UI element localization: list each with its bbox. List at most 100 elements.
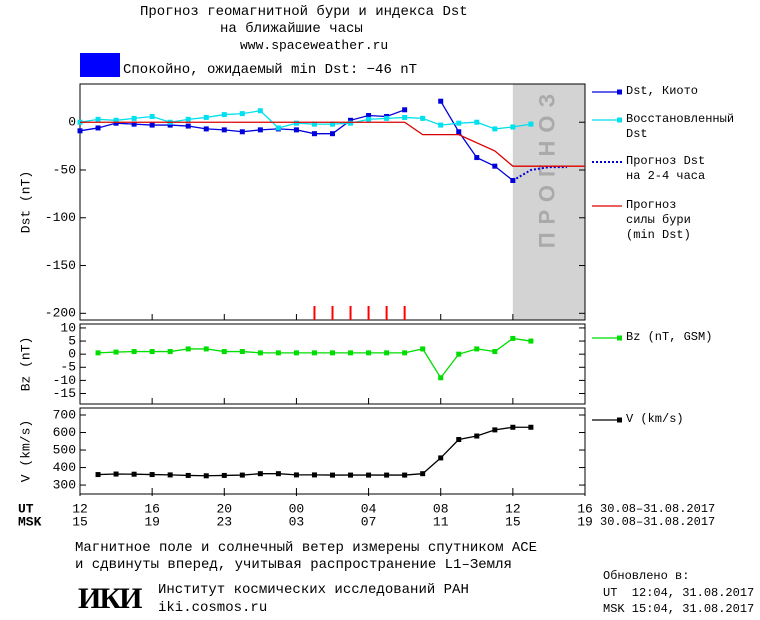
- point: [311, 121, 317, 127]
- point: [330, 472, 335, 478]
- x-tick-label-msk: 15: [505, 514, 521, 529]
- forecast-region: [512, 84, 585, 320]
- series-line: [98, 426, 531, 477]
- point: [311, 131, 317, 137]
- point: [311, 472, 317, 478]
- point: [438, 98, 444, 104]
- point: [510, 124, 516, 130]
- y-tick-label: -10: [53, 373, 76, 388]
- point: [402, 107, 408, 113]
- y-tick-label: 0: [68, 347, 76, 362]
- x-tick-label: 00: [289, 501, 305, 516]
- legend-entry: V (km/s): [626, 412, 684, 426]
- point: [113, 120, 119, 126]
- point: [239, 129, 245, 135]
- x-tick-label: 16: [144, 501, 160, 516]
- point: [438, 375, 444, 381]
- point: [221, 112, 227, 118]
- point: [474, 346, 480, 352]
- point: [131, 115, 137, 121]
- point: [420, 346, 426, 352]
- logo: ИКИ: [78, 582, 142, 615]
- point: [239, 111, 245, 117]
- point: [366, 472, 372, 478]
- y-axis-label: V (km/s): [18, 420, 33, 482]
- x-tick-label-msk: 03: [289, 514, 305, 529]
- point: [348, 350, 354, 356]
- legend-entry: Dst, Киото: [626, 84, 699, 98]
- x-tick-label-msk: 23: [216, 514, 232, 529]
- point: [492, 349, 498, 355]
- point: [456, 437, 462, 443]
- point: [474, 433, 480, 439]
- y-tick-label: 5: [68, 333, 76, 348]
- x-tick-label: 12: [505, 501, 521, 516]
- point: [330, 121, 335, 127]
- y-axis-label: Bz (nT): [18, 337, 33, 392]
- x-tick-label-msk: 07: [361, 514, 377, 529]
- point: [131, 349, 137, 355]
- y-tick-label: 0: [68, 115, 76, 130]
- point: [492, 126, 498, 132]
- point: [402, 472, 408, 478]
- series-line: [512, 166, 567, 182]
- y-tick-label: 400: [53, 460, 76, 475]
- point: [257, 471, 263, 477]
- legend-entry: Bz (nT, GSM): [626, 330, 713, 344]
- point: [167, 472, 173, 478]
- y-tick-label: -200: [45, 306, 76, 321]
- point: [167, 122, 173, 128]
- legend-marker: [617, 417, 622, 423]
- point: [95, 472, 101, 478]
- point: [185, 116, 191, 122]
- point: [311, 350, 317, 356]
- legend-marker: [617, 89, 622, 95]
- x-tick-label: 20: [216, 501, 232, 516]
- date-range: 30.08–31.08.2017: [600, 502, 715, 516]
- point: [384, 472, 390, 478]
- point: [149, 472, 155, 478]
- point: [275, 471, 281, 477]
- legend-entry: Прогноз Dst на 2-4 часа: [626, 154, 706, 183]
- updated-ut: UT 12:04, 31.08.2017: [603, 586, 755, 600]
- institute-site: iki.cosmos.ru: [158, 600, 268, 616]
- point: [185, 472, 191, 478]
- point: [95, 116, 101, 122]
- plot-frame: [79, 83, 586, 321]
- point: [275, 350, 281, 356]
- y-tick-label: 700: [53, 407, 76, 422]
- point: [510, 424, 516, 430]
- legend-entry: Прогноз силы бури (min Dst): [626, 198, 691, 242]
- point: [275, 125, 281, 131]
- point: [257, 108, 263, 114]
- y-tick-label: 600: [53, 425, 76, 440]
- point: [474, 155, 480, 161]
- point: [456, 351, 462, 357]
- point: [438, 122, 444, 128]
- point: [203, 114, 209, 120]
- point: [366, 350, 372, 356]
- point: [257, 127, 263, 133]
- x-tick-label: 12: [72, 501, 88, 516]
- x-tick-label-msk: 19: [577, 514, 593, 529]
- x-tick-label-msk: 15: [72, 514, 88, 529]
- point: [348, 472, 354, 478]
- point: [456, 129, 462, 135]
- point: [113, 117, 119, 123]
- series-line: [80, 121, 585, 167]
- point: [438, 455, 444, 461]
- point: [293, 120, 299, 126]
- point: [221, 349, 227, 355]
- point: [348, 117, 354, 123]
- x-axis-label: UT: [18, 501, 34, 516]
- point: [113, 349, 119, 355]
- point: [185, 123, 191, 129]
- subtitle: на ближайшие часы: [220, 21, 363, 37]
- date-range: 30.08–31.08.2017: [600, 515, 715, 529]
- y-tick-label: -50: [53, 162, 76, 177]
- x-axis-label: MSK: [18, 514, 42, 529]
- point: [528, 424, 534, 430]
- y-tick-label: 500: [53, 442, 76, 457]
- plot-frame: [79, 407, 586, 495]
